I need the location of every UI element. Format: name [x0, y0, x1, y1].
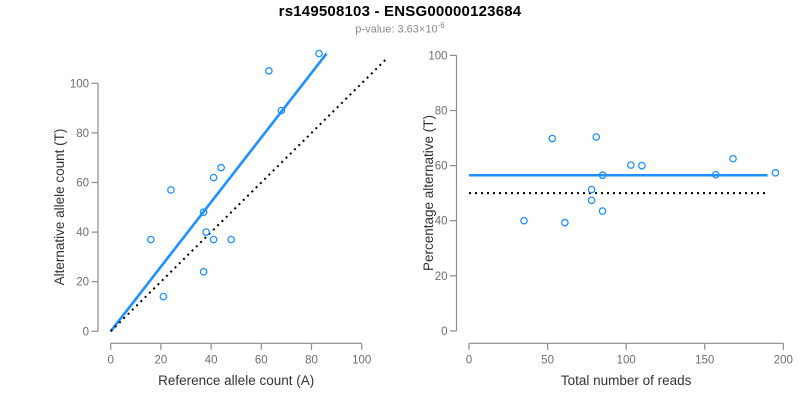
- right-data-point: [729, 154, 737, 163]
- right-data-point: [598, 171, 607, 180]
- right-data-point: [592, 133, 601, 141]
- left-x-tick-label: 0: [107, 354, 113, 366]
- right-data-point: [627, 161, 635, 169]
- right-data-point: [771, 168, 780, 177]
- fit-line: [109, 52, 328, 333]
- right-y-tick-label: 40: [435, 216, 448, 228]
- left-data-point: [147, 235, 155, 244]
- right-data-point: [587, 196, 596, 205]
- left-y-axis-title: Alternative allele count (T): [52, 129, 67, 286]
- left-y-tick-label: 20: [76, 277, 89, 289]
- right-data-point: [638, 161, 646, 170]
- left-x-tick-label: 100: [352, 354, 371, 366]
- right-data-point: [598, 207, 607, 215]
- left-data-point: [159, 292, 168, 301]
- right-y-tick-label: 0: [441, 326, 447, 338]
- right-x-tick-label: 100: [617, 354, 636, 366]
- left-y-tick-label: 0: [83, 326, 89, 338]
- left-plot: 0 20 40 60 80 100 0 20 40 60 80 100 Reference allele…: [52, 49, 388, 388]
- right-data-point: [548, 134, 557, 143]
- figure-subtitle: p-value: 3.63×10-6: [0, 21, 800, 36]
- right-x-tick-label: 0: [466, 354, 472, 366]
- right-x-tick-label: 50: [541, 354, 554, 366]
- right-data-point: [587, 185, 596, 194]
- left-data-point: [217, 163, 225, 172]
- left-x-tick-label: 80: [305, 354, 318, 366]
- left-x-tick-label: 60: [255, 354, 268, 366]
- left-x-tick-label: 40: [205, 354, 218, 366]
- right-y-tick-label: 20: [435, 271, 448, 283]
- right-y-tick-label: 60: [435, 161, 448, 173]
- right-y-axis-title: Percentage alternative (T): [421, 115, 436, 271]
- figure-title: rs149508103 - ENSG00000123684: [278, 3, 522, 20]
- right-x-axis-title: Total number of reads: [561, 373, 692, 388]
- left-x-axis-title: Reference allele count (A): [158, 373, 314, 388]
- left-x-tick-label: 20: [155, 354, 168, 366]
- left-data-point: [167, 186, 175, 194]
- right-plot: 0 20 40 60 80 100 0 50 100 150 200 Total number of …: [421, 50, 793, 388]
- right-y-tick-label: 100: [428, 50, 447, 62]
- left-data-point: [199, 267, 208, 276]
- identity-line: [109, 57, 388, 333]
- right-x-tick-label: 150: [695, 354, 714, 366]
- left-y-tick-label: 80: [76, 128, 89, 140]
- left-y-tick-label: 60: [76, 178, 89, 190]
- left-data-point: [264, 67, 273, 75]
- right-y-tick-label: 80: [435, 106, 448, 118]
- left-data-point: [277, 106, 286, 115]
- left-data-point: [315, 49, 323, 58]
- left-data-point: [209, 173, 218, 182]
- pvalue-text: p-value: 3.63×10: [355, 23, 438, 36]
- left-data-point: [202, 228, 210, 236]
- right-x-tick-label: 200: [774, 354, 793, 366]
- right-data-point: [711, 170, 720, 179]
- left-data-point: [209, 235, 218, 244]
- right-data-point: [520, 216, 528, 225]
- left-data-point: [227, 235, 236, 244]
- right-data-point: [561, 218, 569, 227]
- left-data-point: [199, 208, 208, 217]
- left-y-tick-label: 100: [70, 78, 89, 90]
- pvalue-exponent: -6: [437, 21, 445, 30]
- left-y-tick-label: 40: [76, 227, 89, 239]
